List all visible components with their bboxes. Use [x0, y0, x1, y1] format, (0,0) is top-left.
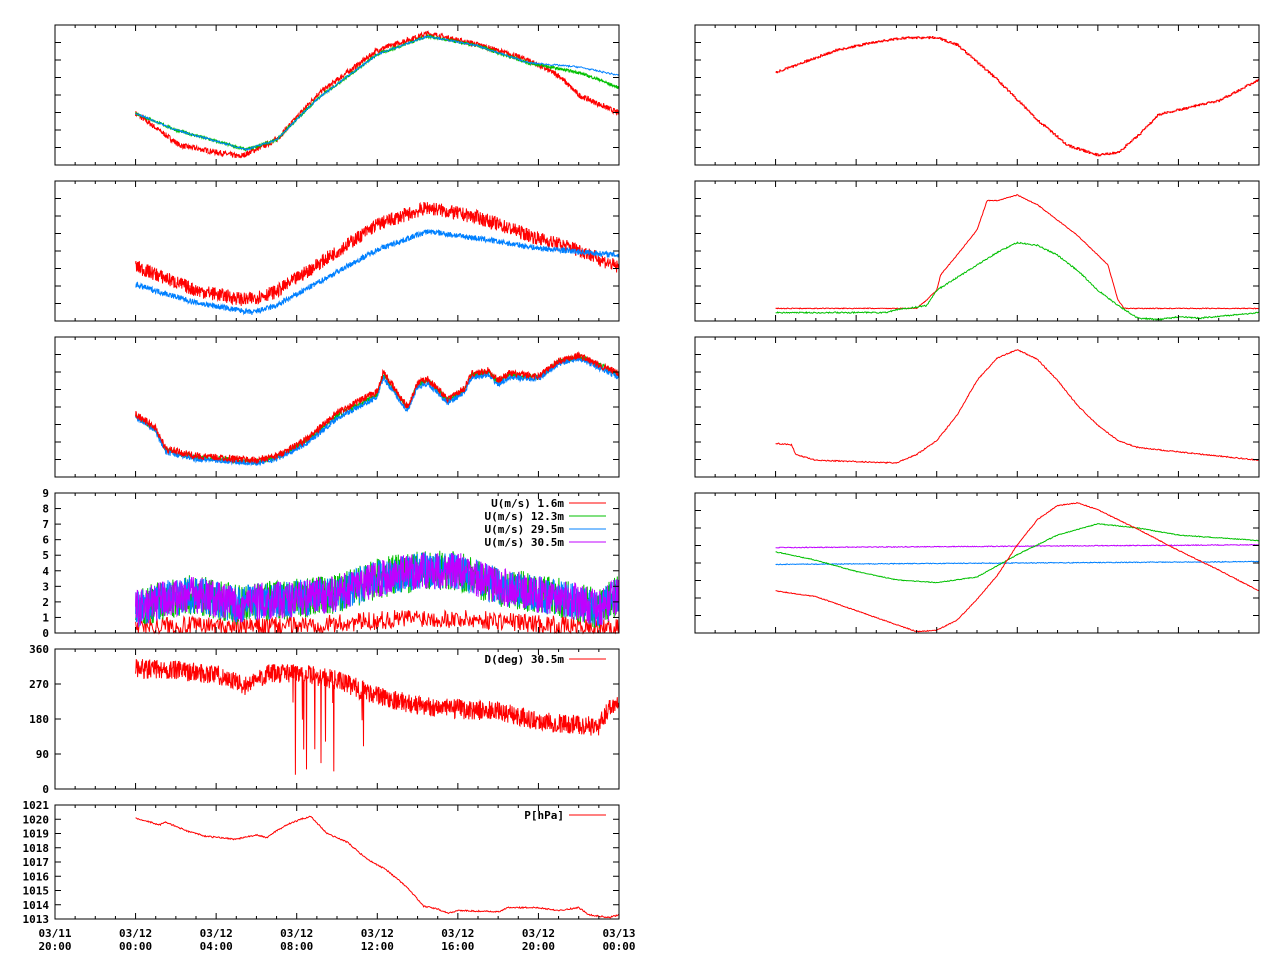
plot-frame	[695, 181, 1259, 321]
x-tick-label-date: 03/13	[602, 927, 635, 940]
x-tick-label-time: 00:00	[602, 940, 635, 953]
y-tick-label: 2	[42, 596, 49, 609]
y-tick-label: 9	[42, 487, 49, 500]
y-tick-label: 5	[42, 549, 49, 562]
x-tick-label-date: 03/12	[361, 927, 394, 940]
y-tick-label: 0	[42, 783, 49, 796]
y-tick-label: 1	[42, 611, 49, 624]
series-line-right-4-2	[776, 524, 1259, 583]
series-line-left-3-2	[136, 352, 619, 463]
series-line-left-2-0	[136, 202, 619, 306]
x-tick-label-time: 08:00	[280, 940, 313, 953]
series-line-right-4-3	[776, 503, 1259, 632]
y-tick-label: 360	[29, 643, 49, 656]
panel-right-2	[695, 181, 1259, 321]
y-tick-label: 1021	[23, 799, 50, 812]
legend-label: P[hPa]	[524, 809, 564, 822]
x-tick-label-time: 20:00	[522, 940, 555, 953]
legend-label: U(m/s) 29.5m	[485, 523, 565, 536]
x-tick-label-date: 03/12	[522, 927, 555, 940]
plot-frame	[55, 805, 619, 919]
y-tick-label: 3	[42, 580, 49, 593]
y-tick-label: 6	[42, 534, 49, 547]
plot-frame	[55, 337, 619, 477]
panel-left-1	[55, 25, 619, 165]
panel-left-2	[55, 181, 619, 321]
y-tick-label: 8	[42, 503, 49, 516]
y-tick-label: 1017	[23, 856, 50, 869]
panel-left-3	[55, 337, 619, 477]
y-tick-label: 1020	[23, 813, 50, 826]
panel-wind-speed: 0123456789U(m/s) 1.6mU(m/s) 12.3mU(m/s) …	[42, 487, 619, 640]
x-tick-label-date: 03/11	[38, 927, 71, 940]
x-tick-label-date: 03/12	[441, 927, 474, 940]
plot-frame	[55, 181, 619, 321]
y-tick-label: 1014	[23, 899, 50, 912]
x-tick-label-time: 12:00	[361, 940, 394, 953]
series-line-right-2-0	[776, 195, 1259, 309]
y-tick-label: 90	[36, 748, 49, 761]
panel-right-4	[695, 493, 1259, 633]
series-line-right-4-1	[776, 561, 1259, 565]
series-line-wind-direction-0	[136, 659, 619, 775]
legend-label: U(m/s) 1.6m	[491, 497, 564, 510]
panel-wind-direction: 0 90 180 270 360 D(deg) 30.5m	[29, 643, 619, 796]
y-tick-label: 1013	[23, 913, 50, 926]
panel-pressure: 101310141015 1016101710181019 10201021 P[hP…	[23, 799, 636, 953]
legend-label: D(deg) 30.5m	[485, 653, 565, 666]
legend-label: U(m/s) 12.3m	[485, 510, 565, 523]
x-tick-label-date: 03/12	[200, 927, 233, 940]
series-line-pressure-0	[136, 816, 619, 918]
y-tick-label: 1018	[23, 842, 50, 855]
series-line-right-1-0	[776, 37, 1259, 156]
series-line-right-3-0	[776, 350, 1259, 464]
plot-frame	[695, 337, 1259, 477]
x-tick-label-date: 03/12	[119, 927, 152, 940]
series-line-left-1-2	[136, 36, 619, 150]
y-tick-label: 0	[42, 627, 49, 640]
x-tick-label-time: 20:00	[38, 940, 71, 953]
series-line-left-3-1	[136, 357, 619, 466]
y-tick-label: 1016	[23, 870, 50, 883]
x-tick-label-time: 04:00	[200, 940, 233, 953]
y-tick-label: 7	[42, 518, 49, 531]
series-line-left-1-1	[136, 35, 619, 150]
x-tick-label-time: 00:00	[119, 940, 152, 953]
plot-frame	[695, 25, 1259, 165]
panel-right-1	[695, 25, 1259, 165]
plot-frame	[55, 25, 619, 165]
y-tick-label: 1015	[23, 885, 50, 898]
x-tick-label-date: 03/12	[280, 927, 313, 940]
multi-panel-time-series-chart: 0123456789U(m/s) 1.6mU(m/s) 12.3mU(m/s) …	[0, 0, 1280, 960]
y-tick-label: 270	[29, 678, 49, 691]
y-tick-label: 1019	[23, 828, 50, 841]
y-tick-label: 4	[42, 565, 49, 578]
x-tick-label-time: 16:00	[441, 940, 474, 953]
panel-right-3	[695, 337, 1259, 477]
legend-label: U(m/s) 30.5m	[485, 536, 565, 549]
y-tick-label: 180	[29, 713, 49, 726]
